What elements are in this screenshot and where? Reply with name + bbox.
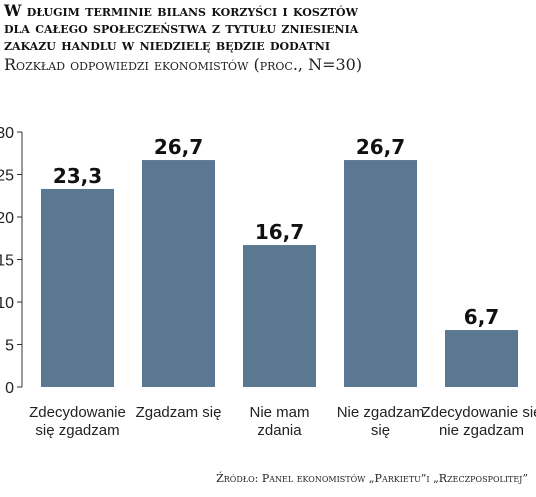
x-tick-label-line: Nie mam bbox=[249, 404, 309, 421]
x-tick-label-line: Zdecydowanie się bbox=[421, 404, 536, 421]
y-axis: 0 5 10 15 20 25 30 bbox=[0, 125, 23, 397]
x-tick-label-line: zdania bbox=[257, 422, 302, 439]
x-tick-label: Zgadzam się bbox=[136, 404, 222, 421]
x-tick-label: Zdecydowanie się zgadzam bbox=[29, 404, 126, 439]
x-tick-label: Zdecydowanie się nie zgadzam bbox=[421, 404, 536, 439]
y-tick-label: 5 bbox=[5, 338, 14, 355]
bars bbox=[41, 160, 518, 387]
y-tick-label: 25 bbox=[0, 168, 14, 185]
value-label: 6,7 bbox=[464, 305, 499, 329]
y-tick-label: 0 bbox=[5, 380, 14, 397]
bar bbox=[445, 330, 518, 387]
chart-title-line-3: zakazu handlu w niedzielę będzie dodatni bbox=[4, 35, 330, 54]
y-tick-label: 30 bbox=[0, 125, 14, 142]
bar bbox=[344, 160, 417, 387]
x-tick-label-line: się bbox=[371, 422, 390, 439]
x-tick-label-line: Zdecydowanie bbox=[29, 404, 126, 421]
x-tick-label-line: nie zgadzam bbox=[439, 422, 524, 439]
chart-title-line-2: dla całego społeczeństwa z tytułu zniesi… bbox=[4, 18, 359, 37]
chart-subtitle: Rozkład odpowiedzi ekonomistów (proc., N… bbox=[4, 55, 363, 74]
chart-title: W długim terminie bilans korzyści i kosz… bbox=[4, 2, 534, 53]
source-note: Źródło: Panel ekonomistów „Parkietu”i „R… bbox=[216, 472, 528, 485]
value-label: 26,7 bbox=[154, 135, 203, 159]
x-tick-label-line: się zgadzam bbox=[35, 422, 119, 439]
y-tick-label: 20 bbox=[0, 210, 14, 227]
y-tick-label: 10 bbox=[0, 295, 14, 312]
bar bbox=[142, 160, 215, 387]
bar bbox=[243, 245, 316, 387]
x-tick-label: Nie zgadzam się bbox=[337, 404, 425, 439]
x-tick-label: Nie mam zdania bbox=[249, 404, 309, 439]
value-label: 26,7 bbox=[356, 135, 405, 159]
y-tick-label: 15 bbox=[0, 253, 14, 270]
bar bbox=[41, 188, 114, 387]
x-axis-labels: Zdecydowanie się zgadzam Zgadzam się Nie ma… bbox=[29, 404, 536, 439]
value-label: 23,3 bbox=[53, 164, 102, 188]
value-label: 16,7 bbox=[255, 220, 304, 244]
chart-title-line-1: W długim terminie bilans korzyści i kosz… bbox=[4, 1, 358, 20]
x-tick-label-line: Zgadzam się bbox=[136, 404, 222, 421]
value-labels: 23,3 26,7 16,7 26,7 6,7 bbox=[53, 135, 499, 329]
x-tick-label-line: Nie zgadzam bbox=[337, 404, 425, 421]
